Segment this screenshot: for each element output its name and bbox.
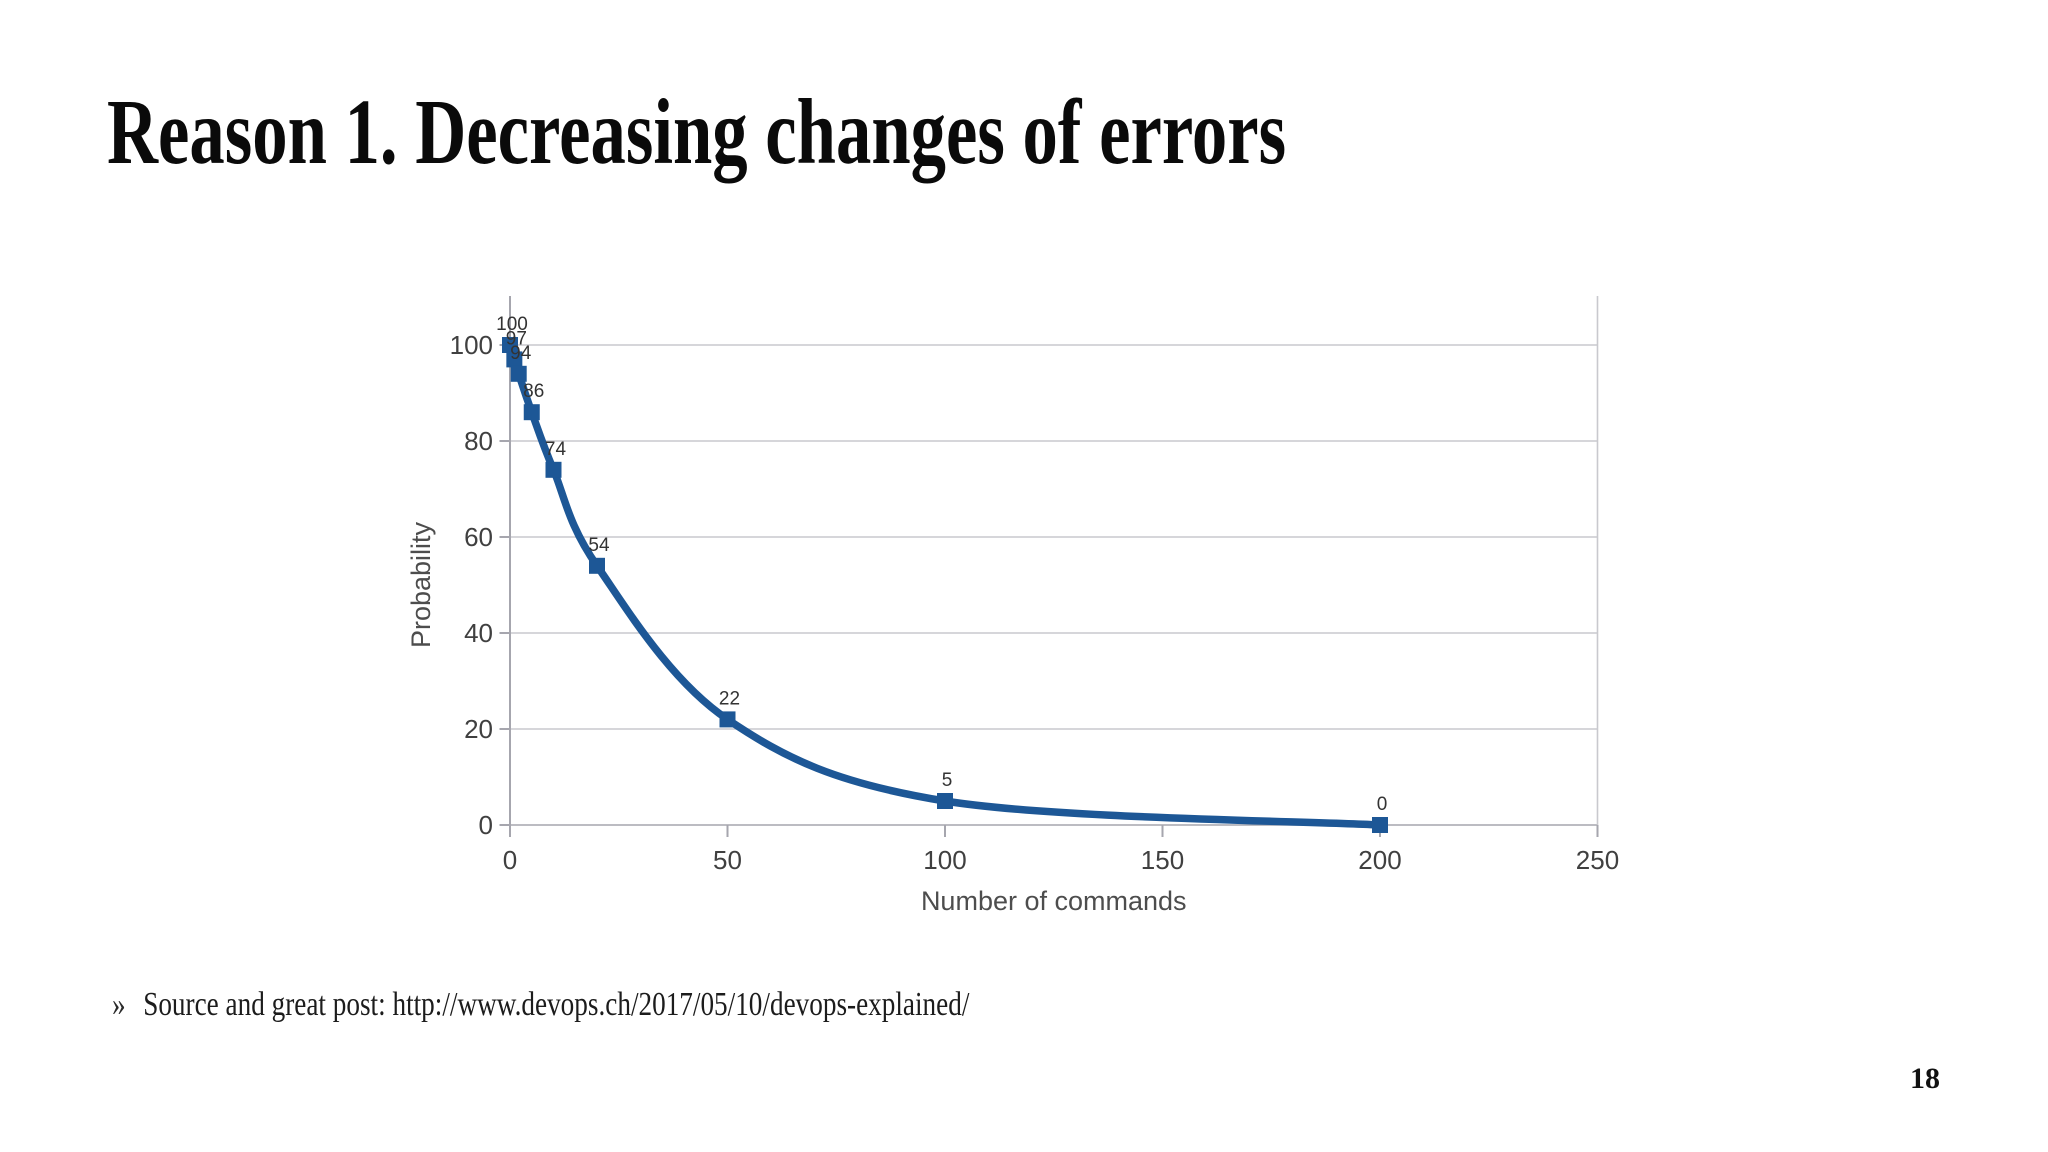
page-number: 18 bbox=[1910, 1062, 1940, 1095]
svg-text:50: 50 bbox=[713, 845, 742, 875]
svg-text:100: 100 bbox=[496, 314, 528, 335]
svg-text:20: 20 bbox=[464, 714, 493, 744]
y-tick-labels: 0 20 40 60 80 100 bbox=[450, 330, 493, 840]
svg-text:250: 250 bbox=[1576, 845, 1619, 875]
svg-text:40: 40 bbox=[464, 618, 493, 648]
svg-text:94: 94 bbox=[510, 343, 532, 364]
data-point-marker bbox=[510, 365, 527, 382]
svg-text:86: 86 bbox=[523, 381, 544, 402]
chart-gridlines bbox=[499, 344, 1598, 826]
data-point-marker bbox=[502, 337, 518, 353]
svg-text:200: 200 bbox=[1358, 845, 1401, 875]
x-axis-title: Number of commands bbox=[921, 886, 1187, 916]
data-point-marker bbox=[506, 351, 523, 368]
data-point-marker bbox=[937, 793, 953, 809]
svg-text:60: 60 bbox=[464, 522, 493, 552]
svg-text:5: 5 bbox=[942, 770, 953, 791]
y-axis-title: Probability bbox=[406, 521, 436, 648]
source-text: Source and great post: http://www.devops… bbox=[143, 986, 970, 1023]
svg-text:97: 97 bbox=[506, 328, 527, 349]
source-bullet-line: » Source and great post: http://www.devop… bbox=[112, 986, 969, 1024]
x-tick-labels: 0 50 100 150 200 250 bbox=[503, 845, 1619, 875]
bullet-marker: » bbox=[112, 986, 126, 1023]
svg-text:0: 0 bbox=[479, 810, 493, 840]
svg-text:100: 100 bbox=[450, 330, 493, 360]
svg-text:100: 100 bbox=[923, 845, 966, 875]
svg-text:22: 22 bbox=[719, 688, 740, 709]
series-line bbox=[506, 343, 1381, 829]
data-point-marker bbox=[719, 711, 736, 728]
slide-title: Reason 1. Decreasing changes of errors bbox=[107, 81, 1287, 184]
data-point-marker bbox=[589, 557, 605, 574]
svg-text:150: 150 bbox=[1141, 845, 1184, 875]
data-points bbox=[502, 337, 1388, 833]
data-point-marker bbox=[523, 404, 540, 421]
data-point-marker bbox=[1372, 817, 1388, 833]
svg-text:0: 0 bbox=[1377, 794, 1388, 815]
data-point-marker bbox=[545, 461, 562, 478]
svg-text:80: 80 bbox=[464, 426, 493, 456]
svg-text:0: 0 bbox=[503, 845, 517, 875]
svg-text:74: 74 bbox=[545, 439, 567, 460]
svg-text:54: 54 bbox=[588, 535, 610, 556]
chart-axes bbox=[509, 296, 1599, 837]
